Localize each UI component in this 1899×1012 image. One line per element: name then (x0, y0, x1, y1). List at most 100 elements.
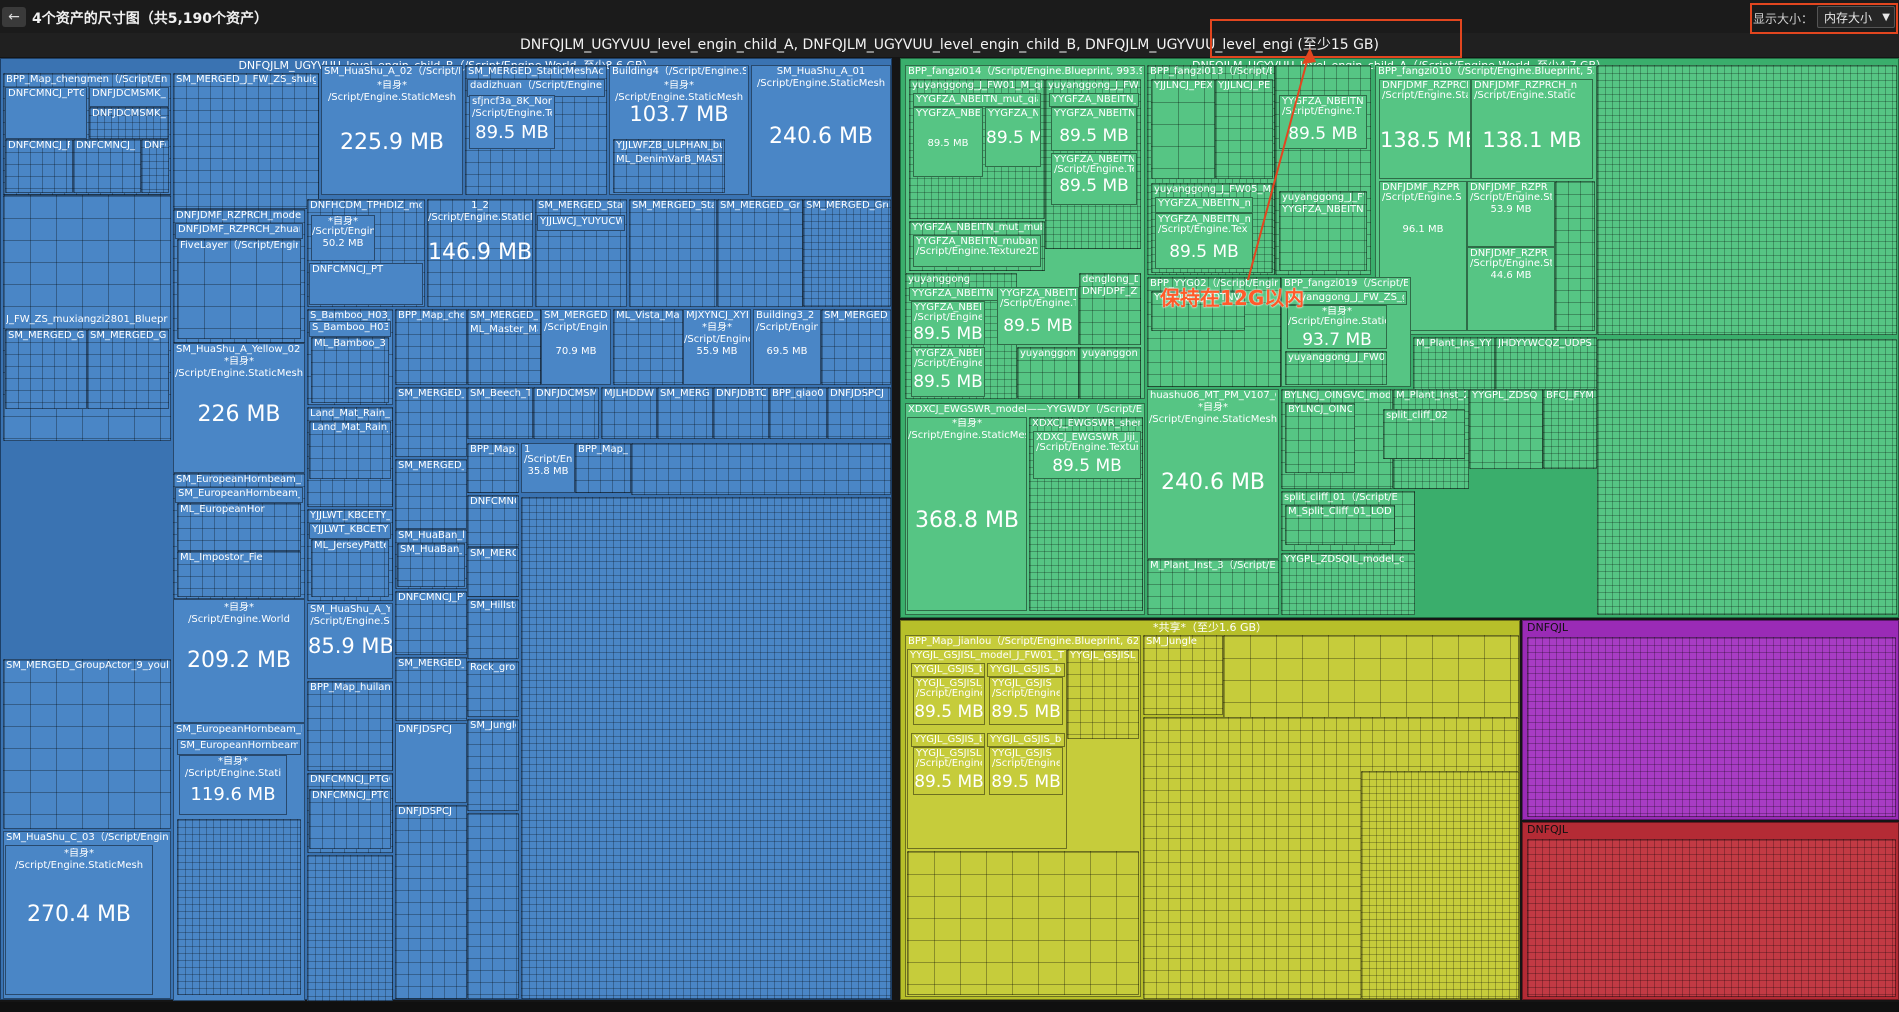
treemap-cell[interactable]: SM_Jungle_Rock (467, 719, 519, 811)
arrow-left-icon[interactable]: ← (2, 7, 26, 27)
treemap-cell[interactable]: SM_MERGED_Sta ML_Master_Mat (467, 309, 541, 385)
treemap-cell[interactable]: YJJLWT_KBCETY_ (309, 523, 391, 539)
treemap-cell[interactable]: SM_MERGED_Statici (629, 199, 717, 307)
treemap-cell[interactable]: YYGPL_ZDSQIL_model_c (1281, 553, 1415, 615)
treemap-cell[interactable]: SM_MERGED_Grou (87, 329, 169, 409)
treemap-cell[interactable]: YYGFZA_NBEITN /Script/Engine.T 89.5 MB (1279, 95, 1367, 149)
treemap-cell[interactable]: yuyanggong_J_FW0 YYGFZA_NBEITN (1279, 191, 1367, 271)
treemap-cell[interactable]: YYGJL_GSJIS /Script/Engine.T 89.5 MB (989, 747, 1063, 795)
treemap-cell[interactable] (1223, 635, 1519, 735)
treemap-cell[interactable]: DNFJDSPCJ (395, 723, 467, 803)
treemap-cell[interactable]: SM_HuaShu_A_Yellow_02（/Sc *自身* /Script/E… (173, 343, 305, 473)
treemap-cell[interactable] (1597, 65, 1897, 335)
treemap-cell[interactable]: DNFCMNCJ (467, 495, 519, 547)
treemap-cell[interactable]: ML_Bamboo_3（/ (311, 337, 389, 403)
treemap-cell[interactable]: SM_EuropeanHornbeam_Field (175, 487, 303, 503)
treemap-cell[interactable]: YJJLNCJ_PEXLF (1215, 79, 1273, 179)
treemap-cell[interactable]: DNFJDCMSMK (533, 387, 599, 439)
treemap-cell[interactable]: YYGFZA_NBEITN_m 89.5 MB (1051, 107, 1137, 151)
treemap-group-purple[interactable]: DNFQJL (1522, 620, 1899, 820)
treemap-cell[interactable]: SM_HuaShu_A_01 /Script/Engine.StaticMesh… (751, 65, 891, 197)
treemap-cell[interactable]: SM_Jungle (1143, 635, 1223, 715)
treemap-cell[interactable]: YYGJL_GSJIS_bi (911, 663, 985, 677)
treemap-cell[interactable]: Rock_group (467, 661, 519, 717)
treemap-cell[interactable]: YYGJL_GSJIS_bi (911, 733, 985, 747)
treemap-cell[interactable]: *自身* /Script/Engine.StaticMesh 368.8 MB (907, 417, 1027, 611)
treemap-cell[interactable]: YYGFZA_NBEITN 89.5 MB (985, 107, 1041, 167)
treemap-cell[interactable]: ML_EuropeanHor (177, 503, 301, 551)
treemap-cell[interactable]: SM_MERGED_BP /Script/Engine.S 70.9 MB (541, 309, 611, 385)
treemap-cell[interactable]: MJLHDDWCJ (601, 387, 657, 439)
treemap-group-child-a[interactable]: DNFQJLM_UGYVUU_level_engin_child_A（/Scri… (900, 58, 1899, 618)
treemap-cell[interactable]: *自身* /Script/Engine.World 209.2 MB (173, 599, 305, 723)
treemap-cell[interactable]: YYGFZA_NBEITN /Script/Engine.T 89.5 MB (911, 301, 985, 345)
treemap-cell[interactable] (907, 851, 1139, 995)
treemap-cell[interactable]: YYGFZA_NBEITN (909, 287, 1013, 301)
treemap-cell[interactable]: SM_MERGED (467, 547, 519, 597)
treemap-cell[interactable]: DNFJDMF_RZPRCH_n /Script/Engine.Static 1… (1471, 79, 1593, 179)
treemap-cell[interactable]: YYGFZA_NBEITN_m /Script/Engine.Text 89.5… (1051, 153, 1137, 205)
treemap-cell[interactable]: XDXCJ_EWGSWR_Jiji_Norm /Script/Engine.Te… (1033, 431, 1141, 479)
treemap-cell[interactable]: DNFCMNCJ_PTGGL (5, 87, 87, 139)
treemap-group-child-b[interactable]: DNFQJLM_UGYVUU_level_engin_child_B（/Scri… (0, 58, 892, 1001)
treemap-cell[interactable]: YJJLNCJ_PEX (1151, 79, 1215, 179)
treemap-cell[interactable]: SM_MERGED (657, 387, 713, 439)
treemap-cell[interactable]: SM_MERGED_J (821, 309, 891, 385)
treemap-cell[interactable]: YYGJL_GSJISL /Script/Engine.T 89.5 MB (913, 747, 985, 795)
treemap-cell[interactable]: YYGJL_GSJISL_ /Script/Engine.T 89.5 MB (913, 677, 985, 725)
treemap-cell[interactable]: SM_MERGED_St (395, 657, 467, 721)
treemap-group-shared[interactable]: *共享*（至少1.6 GB） BPP_Map_jianlou（/Script/E… (900, 620, 1520, 1000)
treemap-cell[interactable]: yuyanggong (1017, 347, 1079, 399)
treemap-cell[interactable]: BFCJ_FYMYIL (1543, 389, 1597, 469)
treemap-cell[interactable]: YYGFZA_NBEITN_m /Script/Engine.Tex 89.5 … (1155, 213, 1253, 269)
treemap-cell[interactable]: DNFCMNCJ_F (5, 139, 73, 193)
treemap-cell[interactable]: YYGQQCJ_DDTNVF (1151, 291, 1245, 331)
treemap-cell[interactable]: DNFJDSPCJ (827, 387, 891, 439)
treemap-cell[interactable]: YYGFZA_NBEITN_mubanzang /Script/Engine.T… (913, 235, 1041, 267)
treemap-cell[interactable]: DNFJDMF_RZPR /Script/Engine.St 53.9 MB (1467, 181, 1555, 247)
treemap-cell[interactable]: SM_HuaShu_A_02（/Script/Engine *自身* /Scri… (321, 65, 463, 195)
treemap-cell[interactable] (1597, 339, 1897, 615)
treemap-cell[interactable]: DNFJDSPCJ (395, 805, 467, 999)
treemap-cell[interactable]: M_Split_Cliff_01_LOD (1285, 505, 1395, 545)
treemap-cell[interactable]: Land_Mat_Rain_U_r (309, 421, 391, 479)
treemap-cell[interactable]: DNFJDCMSMK_E (89, 107, 169, 139)
treemap-cell[interactable]: huashu06_MT_PM_V107_Catalp *自身* /Script/… (1147, 389, 1279, 559)
treemap-cell[interactable]: SM_Beech_Tree (467, 387, 533, 439)
treemap-cell[interactable]: S_Bamboo_H03（/Sc (309, 321, 391, 337)
treemap-cell[interactable]: FiveLayer（/Script/Engine.M (177, 239, 301, 339)
treemap-cell[interactable]: sfjncf3a_8K_Norma /Script/Engine.Text 89… (469, 95, 555, 149)
treemap-root-header[interactable]: DNFQJLM_UGYVUU_level_engin_child_A, DNFQ… (0, 33, 1899, 57)
treemap-cell[interactable] (467, 813, 519, 999)
treemap-cell[interactable]: *自身* /Script/Engine 50.2 MB (311, 215, 375, 261)
treemap-cell[interactable] (1527, 839, 1896, 997)
treemap-cell[interactable]: BPP_qiao01 (769, 387, 827, 439)
treemap-cell[interactable]: split_cliff_02 (1383, 409, 1465, 459)
treemap-cell[interactable]: SM_MERGED_Group (803, 199, 891, 307)
treemap-cell[interactable] (307, 855, 393, 1001)
treemap-cell[interactable]: BPP_Map_cheng (395, 309, 467, 385)
treemap-cell[interactable]: SM_MERGED_Gr (395, 387, 467, 457)
treemap-cell[interactable]: *自身* /Script/Engine.Stati 119.6 MB (179, 755, 287, 815)
treemap-cell[interactable]: yuyanggong_J_FW0 (1285, 351, 1387, 385)
treemap-cell[interactable]: Building3_2 /Script/Engine.S 69.5 MB (753, 309, 821, 385)
treemap-cell[interactable] (1361, 771, 1519, 999)
treemap-cell[interactable]: YJJLWFZB_ULPHAN_buliao ML_DenimVarB_MAST… (613, 139, 725, 193)
treemap-cell[interactable]: YYGFZA_NBEITN_m (1155, 197, 1253, 213)
treemap-cell[interactable]: SM_HuaShu_A_Yello /Script/Engine.S 85.9 … (307, 603, 393, 679)
treemap-cell[interactable]: SM_HuaBan_b (397, 543, 465, 587)
treemap-cell[interactable]: DNFCMNCJ_ (73, 139, 141, 193)
treemap-cell[interactable]: MJXYNCJ_XYBL *自身* /Script/Engine 55.9 MB (683, 309, 751, 385)
treemap-cell[interactable]: SM_Hillston (467, 599, 519, 659)
treemap-cell[interactable]: yuyanggong_J_FW_ZS_g (1285, 291, 1407, 305)
treemap-cell[interactable]: DNFCMNCJ_PTGG (309, 789, 391, 849)
treemap-cell[interactable]: YYGPL_ZDSQ (1469, 389, 1543, 469)
size-mode-dropdown[interactable]: 内存大小 ▼ (1817, 6, 1895, 28)
treemap-cell[interactable]: ML_JerseyPattern (311, 539, 389, 597)
treemap-cell[interactable]: DNFCMNCJ_PT (309, 263, 423, 305)
treemap-cell[interactable]: DNFJDMF_RZPRCH_n /Script/Engine.Static 1… (1379, 79, 1471, 179)
treemap-cell[interactable]: SM_MERGED_Group (717, 199, 803, 307)
treemap-cell[interactable]: SM_MERGED_J_FW_ZS_shuiguoxia (173, 73, 319, 209)
treemap-cell[interactable]: DNFCMNCJ_PTC (395, 591, 467, 655)
treemap-cell[interactable]: YJJLWCJ_YUYUCW (537, 215, 625, 231)
